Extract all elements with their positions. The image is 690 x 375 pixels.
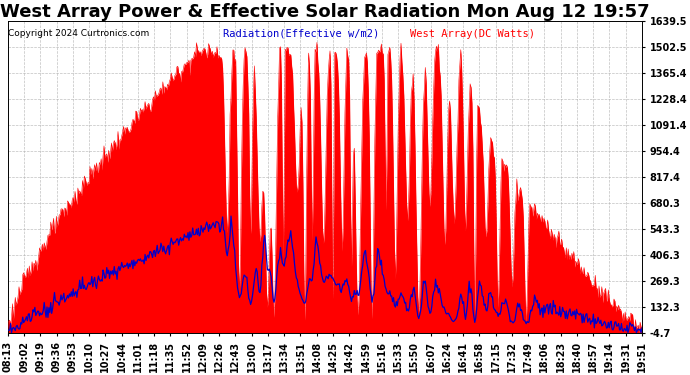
Text: Radiation(Effective w/m2): Radiation(Effective w/m2) xyxy=(224,29,380,39)
Text: Copyright 2024 Curtronics.com: Copyright 2024 Curtronics.com xyxy=(8,28,150,38)
Title: West Array Power & Effective Solar Radiation Mon Aug 12 19:57: West Array Power & Effective Solar Radia… xyxy=(0,3,650,21)
Text: West Array(DC Watts): West Array(DC Watts) xyxy=(411,29,535,39)
